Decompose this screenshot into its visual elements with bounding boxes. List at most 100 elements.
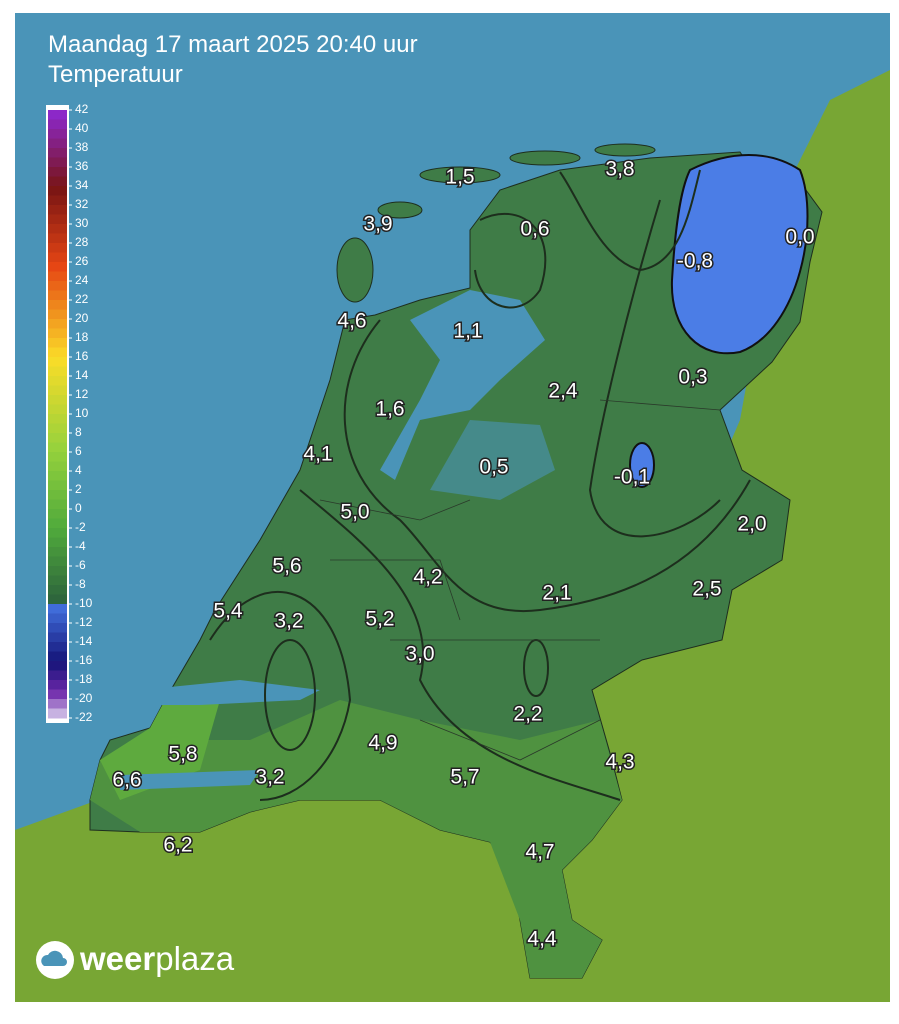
legend-label: 38	[75, 140, 89, 154]
legend-band	[48, 233, 67, 244]
legend-band	[48, 395, 67, 405]
legend-band	[48, 442, 67, 453]
legend-label: -20	[75, 691, 93, 705]
station-value: 5,6	[272, 555, 301, 578]
contour	[264, 639, 316, 751]
island	[509, 150, 581, 166]
legend-band	[48, 157, 67, 168]
logo-cloud	[41, 950, 67, 966]
station-value: 4,6	[337, 310, 366, 333]
legend-label: -4	[75, 539, 86, 553]
legend-label: 14	[75, 368, 89, 382]
station-value: 4,1	[303, 443, 332, 466]
legend-band	[48, 490, 67, 500]
legend-band	[48, 480, 67, 491]
legend-band	[48, 433, 67, 443]
station-value: 5,0	[340, 501, 369, 524]
legend-band	[48, 205, 67, 215]
legend-label: -10	[75, 596, 93, 610]
legend-band	[48, 214, 67, 225]
station-value: -0,8	[677, 250, 713, 273]
legend-band	[48, 642, 67, 652]
station-value: 3,0	[405, 643, 434, 666]
logo-light: plaza	[155, 940, 235, 977]
legend-band	[48, 319, 67, 329]
logo: weerplaza	[36, 940, 235, 979]
legend-label: 30	[75, 216, 89, 230]
legend-label: 20	[75, 311, 89, 325]
station-value: 4,9	[368, 732, 397, 755]
station-value: 2,2	[513, 703, 542, 726]
station-value: 1,1	[453, 320, 482, 343]
legend-band	[48, 585, 67, 595]
legend-label: 10	[75, 406, 89, 420]
legend-band	[48, 385, 67, 396]
legend-label: -8	[75, 577, 86, 591]
warm-zone	[90, 700, 622, 978]
legend-label: 26	[75, 254, 89, 268]
legend-band	[48, 509, 67, 519]
legend-band	[48, 129, 67, 139]
legend-band	[48, 186, 67, 196]
legend-band	[48, 594, 67, 605]
station-value: 0,0	[785, 226, 814, 249]
contour	[474, 212, 547, 309]
contour	[209, 591, 352, 801]
station-value: 4,3	[605, 751, 634, 774]
foreign-land	[15, 70, 890, 1002]
legend-band	[48, 623, 67, 633]
legend-label: 32	[75, 197, 89, 211]
station-value: 3,2	[255, 766, 284, 789]
legend-band	[48, 376, 67, 386]
legend-band	[48, 366, 67, 377]
island	[377, 201, 423, 219]
legend-label: -18	[75, 672, 93, 686]
legend-label: 22	[75, 292, 89, 306]
legend-label: 12	[75, 387, 89, 401]
station-value: 5,8	[168, 743, 197, 766]
legend-band	[48, 404, 67, 415]
contour	[343, 319, 751, 613]
subtitle: Temperatuur	[48, 61, 183, 88]
station-value: 5,2	[365, 608, 394, 631]
legend-band	[48, 699, 67, 709]
legend: 424038363432302826242220181614121086420-…	[46, 102, 93, 724]
legend-band	[48, 281, 67, 291]
station-value: 1,5	[445, 166, 474, 189]
legend-band	[48, 604, 67, 614]
station-value: 3,8	[605, 158, 634, 181]
legend-band	[48, 300, 67, 310]
contour	[588, 199, 721, 538]
station-value: 2,4	[548, 380, 578, 403]
island	[336, 237, 374, 303]
station-value: 0,5	[479, 456, 508, 479]
legend-band	[48, 347, 67, 358]
station-value: 2,1	[542, 582, 571, 605]
station-value: 0,3	[678, 366, 707, 389]
station-value: 3,9	[363, 213, 392, 236]
station-value: 1,6	[375, 398, 404, 421]
station-value: -0,1	[614, 466, 650, 489]
markermeer	[430, 420, 555, 500]
station-value: 0,6	[520, 218, 549, 241]
legend-band	[48, 670, 67, 681]
ijsselmeer	[380, 290, 545, 480]
legend-label: 16	[75, 349, 89, 363]
estuary	[120, 770, 260, 790]
station-value: 5,4	[213, 600, 243, 623]
legend-band	[48, 414, 67, 424]
legend-label: -6	[75, 558, 86, 572]
province-border	[319, 399, 721, 761]
legend-band	[48, 632, 67, 643]
legend-band	[48, 357, 67, 367]
station-value: 4,7	[525, 841, 554, 864]
legend-band	[48, 176, 67, 187]
station-value: 5,7	[450, 766, 479, 789]
legend-band	[48, 547, 67, 557]
legend-band	[48, 452, 67, 462]
station-value: 6,6	[112, 769, 141, 792]
legend-band	[48, 167, 67, 177]
island	[594, 143, 656, 157]
title: Maandag 17 maart 2025 20:40 uur	[48, 31, 418, 58]
